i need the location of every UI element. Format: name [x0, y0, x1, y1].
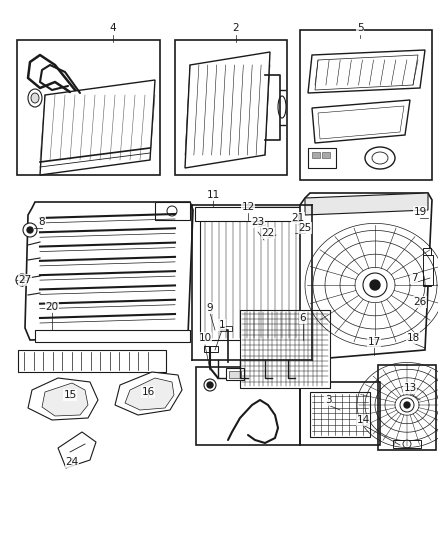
Ellipse shape [365, 147, 395, 169]
Bar [226, 368, 244, 380]
Bar [393, 440, 421, 448]
Bar [310, 392, 370, 437]
Text: 5: 5 [357, 23, 363, 33]
Circle shape [403, 440, 411, 448]
Polygon shape [115, 372, 182, 415]
Text: 23: 23 [251, 217, 265, 227]
Text: 20: 20 [46, 302, 59, 312]
Bar [17, 40, 160, 175]
Polygon shape [305, 193, 428, 215]
Text: 24: 24 [65, 457, 79, 467]
Bar [312, 152, 320, 158]
Polygon shape [300, 193, 432, 360]
Circle shape [404, 402, 410, 408]
Ellipse shape [31, 93, 39, 103]
Ellipse shape [28, 89, 42, 107]
Text: 16: 16 [141, 387, 155, 397]
Bar [240, 310, 330, 388]
Bar [204, 346, 218, 352]
Polygon shape [25, 202, 193, 340]
Text: 11: 11 [206, 190, 219, 200]
Text: 14: 14 [357, 415, 370, 425]
Text: 12: 12 [241, 202, 254, 212]
Polygon shape [312, 100, 410, 143]
Bar [423, 255, 433, 285]
Bar [246, 207, 310, 260]
Bar [175, 40, 287, 175]
Text: 9: 9 [207, 303, 213, 313]
Text: 17: 17 [367, 337, 381, 347]
Text: 6: 6 [300, 313, 306, 323]
Circle shape [370, 280, 380, 290]
Text: 25: 25 [298, 223, 311, 233]
Bar [229, 371, 241, 378]
Bar [220, 326, 232, 331]
Bar [196, 367, 300, 445]
Bar [18, 350, 166, 372]
Bar [272, 218, 294, 240]
Text: 3: 3 [325, 395, 331, 405]
Polygon shape [185, 52, 270, 168]
Bar [35, 330, 190, 342]
Bar [300, 30, 432, 180]
Ellipse shape [278, 96, 286, 118]
Bar [423, 248, 431, 256]
Circle shape [23, 223, 37, 237]
Text: 13: 13 [403, 383, 417, 393]
Circle shape [27, 227, 33, 233]
Polygon shape [28, 378, 98, 420]
Polygon shape [318, 106, 404, 139]
Circle shape [256, 226, 260, 230]
Text: 27: 27 [18, 275, 32, 285]
Bar [423, 278, 431, 286]
Text: 19: 19 [413, 207, 427, 217]
Text: 2: 2 [233, 23, 239, 33]
Text: 21: 21 [291, 213, 304, 223]
Bar [300, 382, 380, 445]
Bar [322, 152, 330, 158]
Bar [378, 365, 436, 450]
Text: 10: 10 [198, 333, 212, 343]
Circle shape [266, 221, 270, 225]
Text: 22: 22 [261, 228, 275, 238]
Bar [155, 202, 190, 220]
Polygon shape [40, 80, 155, 175]
Circle shape [16, 274, 28, 286]
Text: 4: 4 [110, 23, 117, 33]
Circle shape [400, 398, 414, 412]
Polygon shape [308, 50, 425, 93]
Polygon shape [315, 55, 418, 90]
Ellipse shape [372, 152, 388, 164]
Bar [308, 148, 336, 168]
Text: 7: 7 [411, 273, 417, 283]
Text: 1: 1 [219, 320, 225, 330]
Polygon shape [58, 432, 96, 468]
Circle shape [207, 382, 213, 388]
Text: 18: 18 [406, 333, 420, 343]
Circle shape [363, 273, 387, 297]
Polygon shape [125, 378, 174, 410]
Polygon shape [42, 383, 88, 416]
Bar [195, 207, 307, 221]
Bar [200, 220, 305, 340]
Text: 15: 15 [64, 390, 77, 400]
Text: 8: 8 [39, 217, 45, 227]
Text: 26: 26 [413, 297, 427, 307]
